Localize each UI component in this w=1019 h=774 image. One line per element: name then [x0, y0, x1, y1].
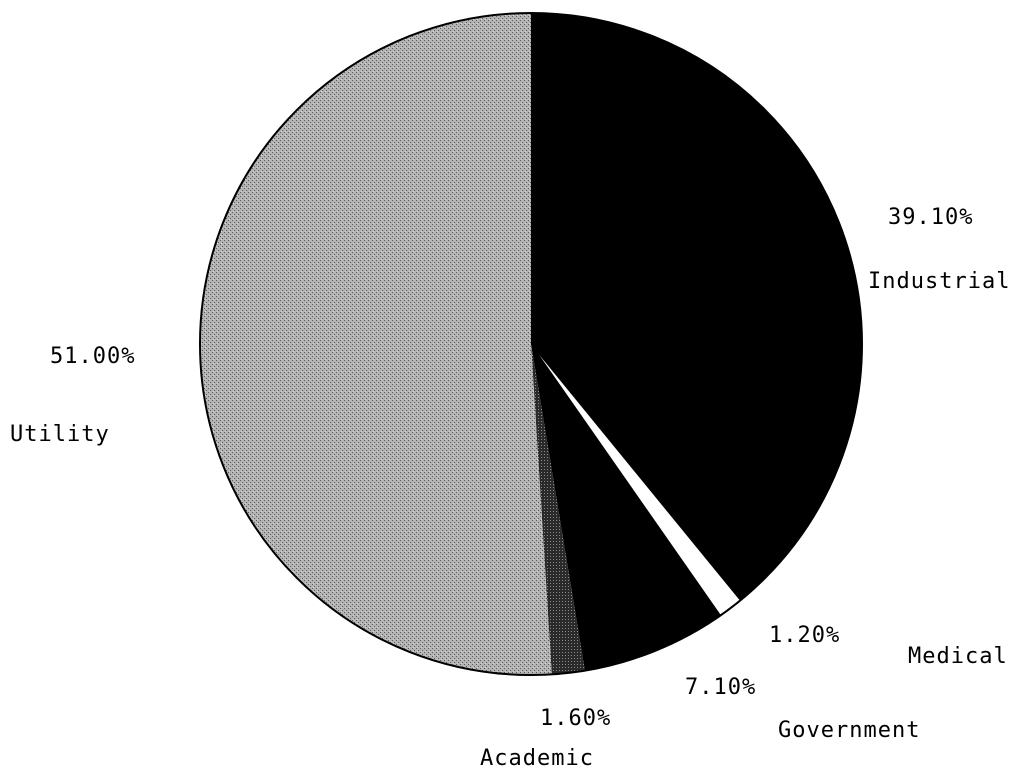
pie-slice-utility	[200, 13, 552, 675]
pie-slice-academic	[531, 344, 585, 675]
pie-outline	[199, 12, 863, 676]
value-label-government: 7.10%	[685, 675, 756, 700]
pie-slices	[200, 13, 862, 675]
value-label-academic: 1.60%	[540, 706, 611, 731]
pie-slice-industrial	[531, 13, 862, 601]
category-label-industrial: Industrial	[868, 269, 1010, 294]
value-label-medical: 1.20%	[769, 623, 840, 648]
pie-labels: 39.10% Industrial 1.20% Medical 7.10% Governm…	[10, 205, 1010, 771]
category-label-utility: Utility	[10, 422, 110, 447]
value-label-industrial: 39.10%	[888, 205, 973, 230]
category-label-government: Government	[778, 718, 920, 743]
category-label-medical: Medical	[908, 644, 1008, 669]
pie-slice-government	[531, 344, 721, 671]
category-label-academic: Academic	[480, 746, 594, 771]
value-label-utility: 51.00%	[50, 344, 135, 369]
